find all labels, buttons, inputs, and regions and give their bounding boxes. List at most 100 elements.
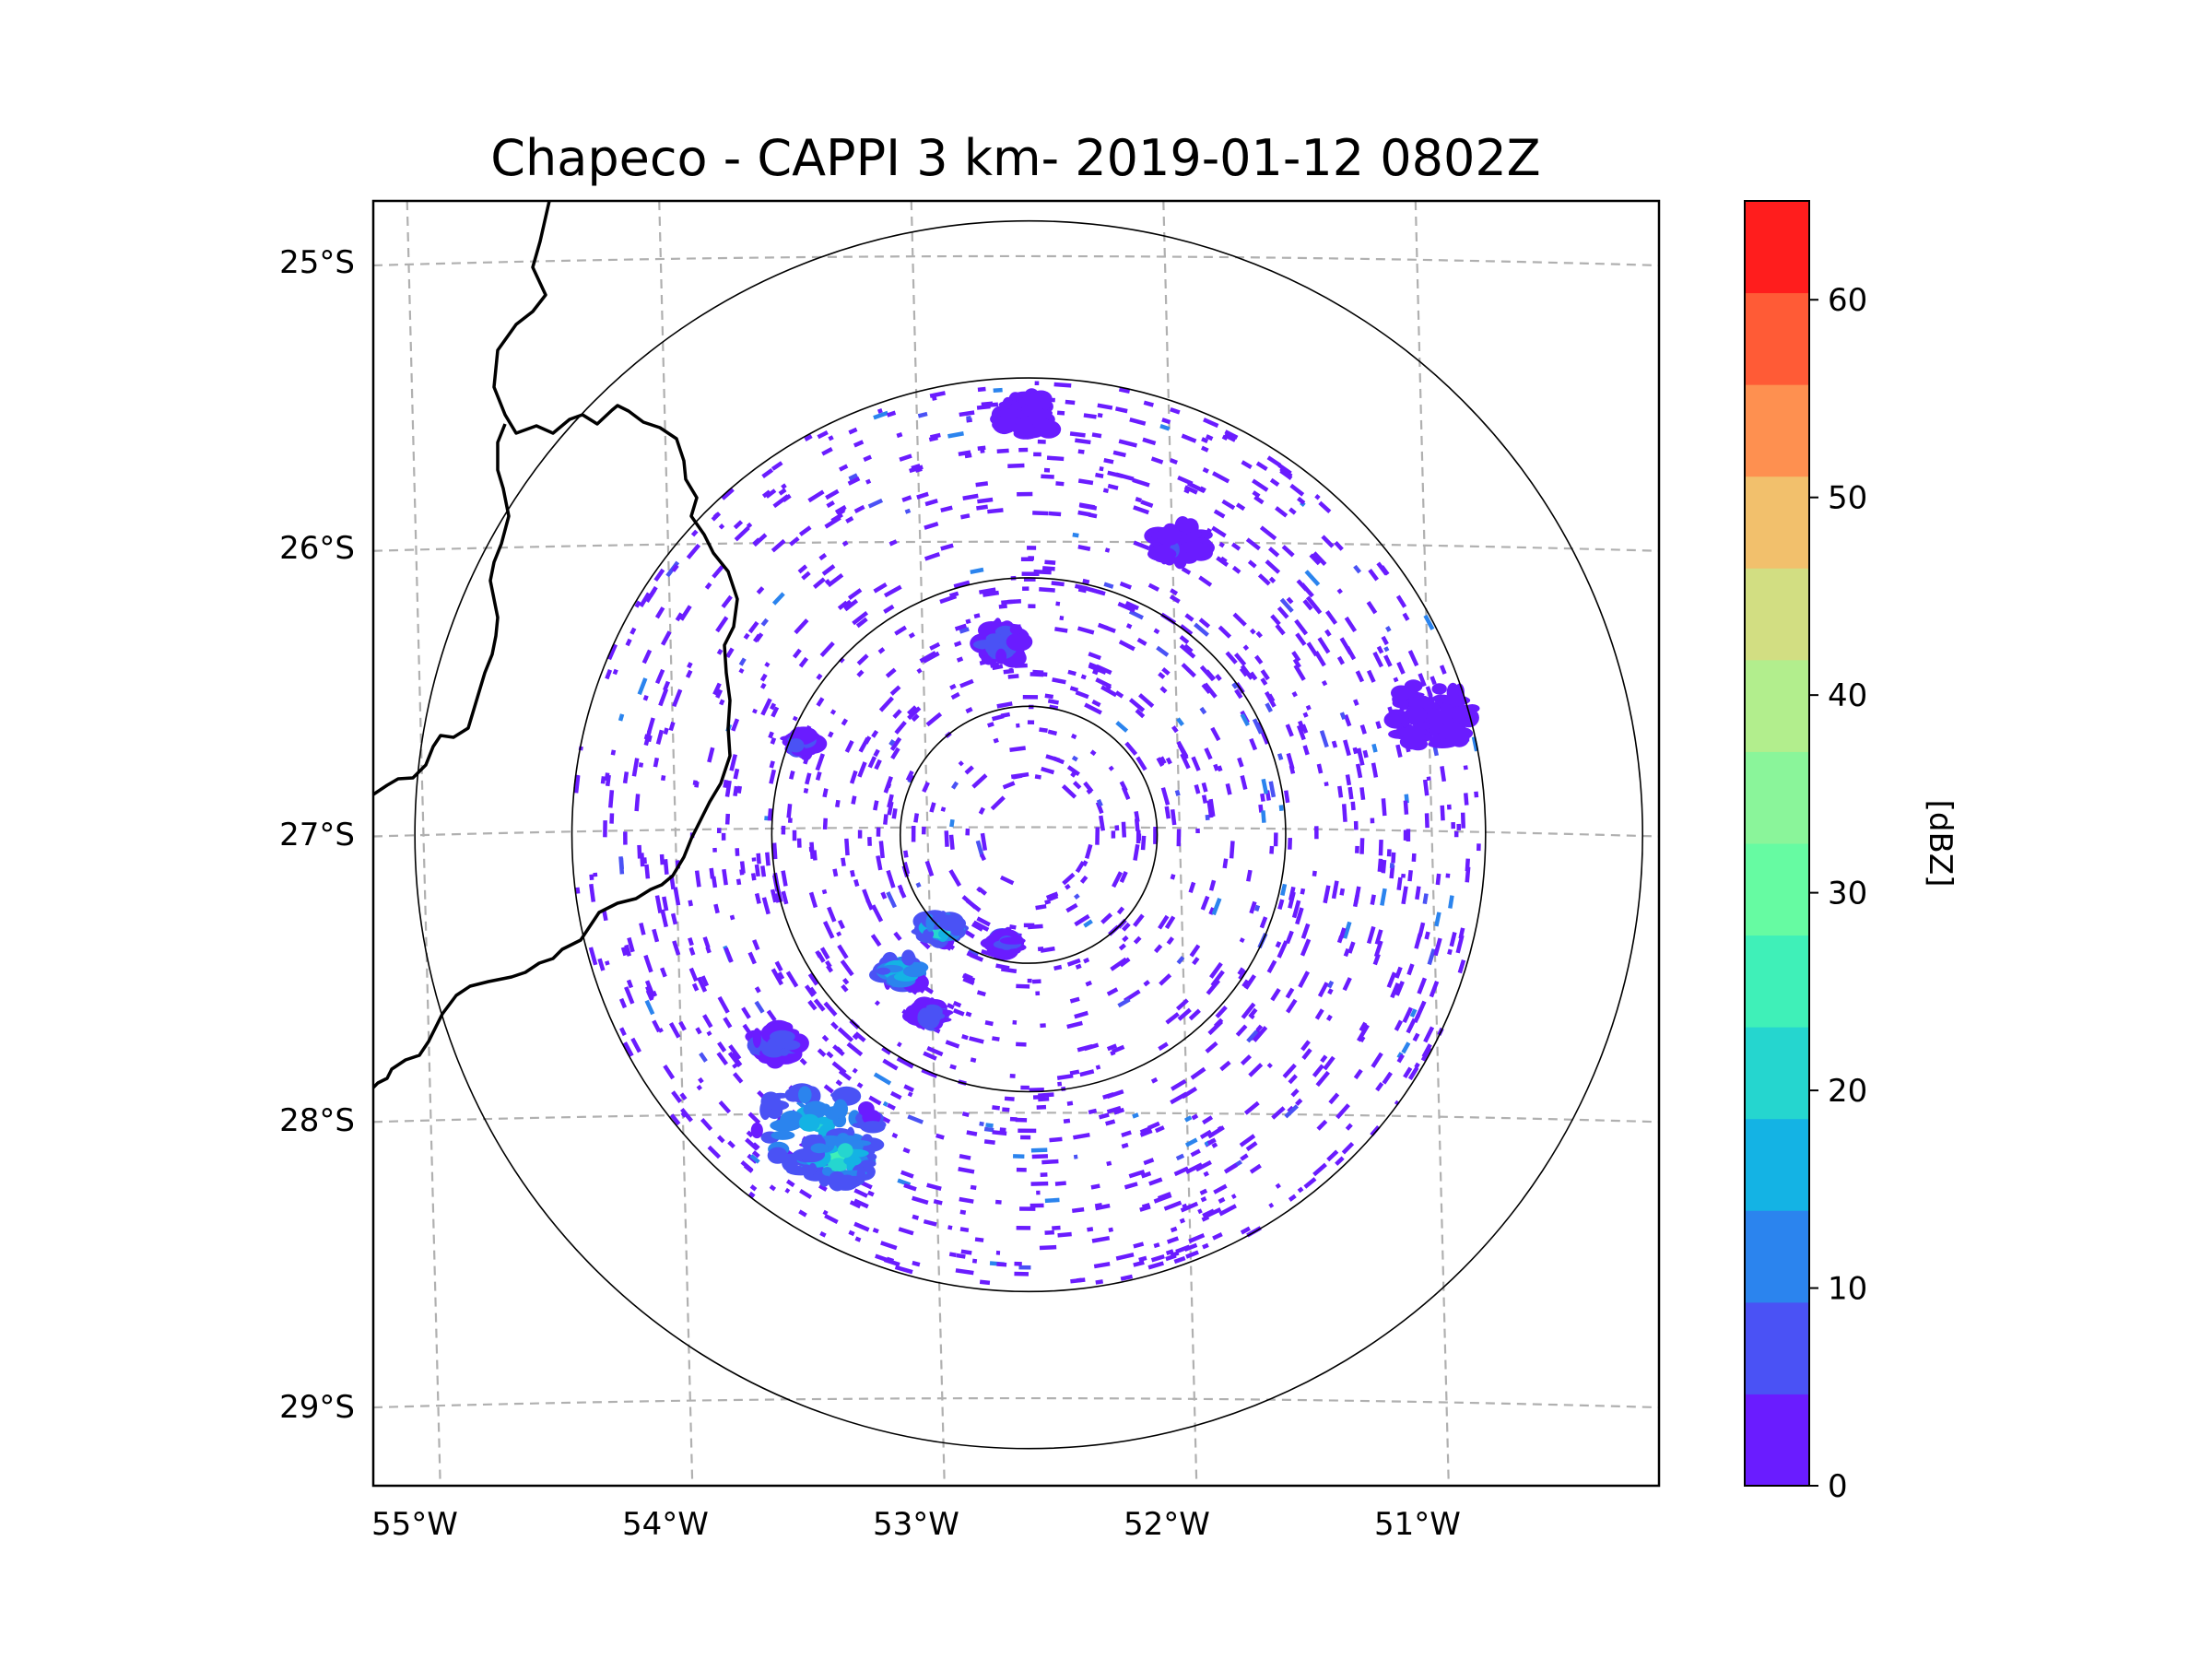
echo-speckle <box>1028 604 1036 608</box>
echo-speckle <box>1009 1073 1016 1078</box>
echo-cell <box>876 967 891 975</box>
colorbar-swatch <box>1745 1394 1809 1487</box>
echo-speckle <box>856 669 865 677</box>
echo-speckle <box>642 694 649 701</box>
echo-speckle <box>916 491 929 500</box>
echo-speckle <box>995 1250 1001 1255</box>
echo-speckle <box>1153 826 1158 844</box>
echo-speckle <box>805 772 812 785</box>
echo-speckle <box>1099 815 1106 831</box>
echo-speckle <box>769 760 775 769</box>
echo-speckle <box>818 553 828 561</box>
echo-speckle <box>923 1218 937 1227</box>
echo-speckle <box>1000 875 1015 886</box>
echo-speckle <box>1037 439 1046 444</box>
echo-speckle <box>1270 614 1281 626</box>
range-ring <box>899 705 1159 964</box>
echo-speckle <box>1017 491 1033 497</box>
echo-speckle <box>657 1027 664 1033</box>
echo-speckle <box>1345 774 1352 786</box>
echo-speckle <box>837 1027 854 1042</box>
echo-speckle <box>1007 674 1019 679</box>
echo-speckle <box>1133 1260 1145 1267</box>
echo-speckle <box>1285 930 1294 945</box>
echo-speckle <box>1339 637 1353 655</box>
echo-speckle <box>785 1179 795 1188</box>
echo-speckle <box>1124 1182 1138 1190</box>
echo-speckle <box>983 402 999 408</box>
echo-speckle <box>841 540 849 547</box>
echo-speckle <box>789 536 800 547</box>
echo-speckle <box>798 1209 807 1218</box>
echo-speckle <box>646 717 655 734</box>
echo-cell <box>902 965 926 978</box>
echo-speckle <box>754 864 760 877</box>
echo-speckle <box>1372 953 1381 966</box>
echo-speckle <box>1119 581 1132 590</box>
echo-speckle <box>801 571 811 581</box>
echo-speckle <box>1083 781 1094 794</box>
echo-speckle <box>1177 744 1189 760</box>
echo-speckle <box>770 736 777 745</box>
echo-speckle <box>855 617 868 629</box>
echo-speckle <box>1451 821 1456 830</box>
echo-speckle <box>907 706 922 721</box>
echo-speckle <box>975 481 989 488</box>
echo-speckle <box>1474 791 1479 798</box>
echo-speckle <box>862 888 871 903</box>
echo-speckle <box>1118 640 1135 652</box>
echo-speckle <box>940 543 954 551</box>
echo-speckle <box>769 1184 777 1192</box>
echo-speckle <box>1341 804 1347 822</box>
echo-speckle <box>1033 452 1041 457</box>
colorbar-swatch <box>1745 384 1809 477</box>
echo-speckle <box>1355 670 1365 683</box>
echo-speckle <box>1204 747 1213 760</box>
echo-speckle <box>612 668 618 676</box>
echo-speckle <box>882 1100 888 1107</box>
echo-speckle <box>770 888 778 903</box>
echo-speckle <box>853 878 860 888</box>
echo-speckle <box>727 1140 735 1149</box>
echo-speckle <box>1291 900 1301 919</box>
echo-cell <box>787 738 805 753</box>
echo-speckle <box>1320 1054 1328 1064</box>
echo-speckle <box>694 781 700 788</box>
echo-speckle <box>939 594 958 605</box>
echo-speckle <box>916 667 923 674</box>
echo-speckle <box>1288 886 1296 901</box>
echo-speckle <box>1147 1121 1160 1131</box>
echo-speckle <box>1128 698 1146 712</box>
echo-speckle <box>961 895 978 910</box>
echo-speckle <box>686 543 701 559</box>
echo-speckle <box>680 1107 693 1123</box>
echo-speckle <box>672 688 683 708</box>
echo-speckle <box>1394 966 1403 979</box>
echo-speckle <box>1277 753 1284 760</box>
echo-speckle <box>921 827 926 835</box>
echo-speckle <box>1233 653 1247 666</box>
echo-speckle <box>1048 511 1062 517</box>
echo-speckle <box>771 538 786 553</box>
echo-speckle <box>729 754 737 771</box>
echo-speckle <box>1257 573 1271 586</box>
echo-speckle <box>1218 1204 1237 1217</box>
echo-speckle <box>1286 596 1294 605</box>
echo-speckle <box>1275 1182 1281 1189</box>
echo-speckle <box>792 830 797 841</box>
echo-speckle <box>1401 873 1406 878</box>
echo-speckle <box>1201 1215 1210 1222</box>
echo-speckle <box>1173 1255 1186 1265</box>
echo-speckle <box>812 850 818 861</box>
echo-speckle <box>1027 546 1037 550</box>
echo-speckle <box>638 762 644 768</box>
echo-speckle <box>1314 826 1319 840</box>
echo-speckle <box>698 1077 704 1084</box>
echo-speckle <box>1112 450 1126 458</box>
echo-speckle <box>1041 474 1054 479</box>
echo-speckle <box>706 1030 712 1037</box>
echo-speckle <box>1312 870 1317 877</box>
echo-speckle <box>782 493 792 503</box>
echo-speckle <box>1323 885 1331 904</box>
echo-speckle <box>1215 1005 1228 1018</box>
